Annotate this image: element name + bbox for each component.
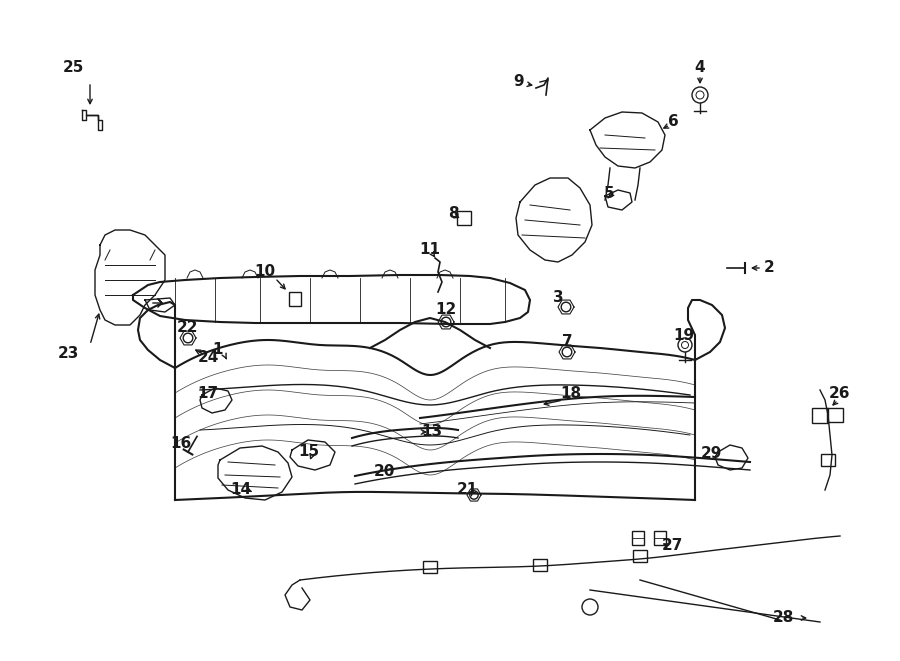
Text: 28: 28 xyxy=(772,611,794,625)
Text: 14: 14 xyxy=(230,481,252,496)
Text: 16: 16 xyxy=(170,436,192,451)
Text: 4: 4 xyxy=(695,61,706,75)
Text: 25: 25 xyxy=(62,61,84,75)
Text: 17: 17 xyxy=(197,385,219,401)
Text: 22: 22 xyxy=(177,321,199,336)
Text: 9: 9 xyxy=(514,75,525,89)
Text: 26: 26 xyxy=(828,385,850,401)
Text: 20: 20 xyxy=(374,463,395,479)
Text: 8: 8 xyxy=(447,206,458,221)
Text: 3: 3 xyxy=(553,290,563,305)
Text: 29: 29 xyxy=(700,446,722,461)
Text: 23: 23 xyxy=(58,346,78,360)
Text: 13: 13 xyxy=(421,424,443,440)
Text: 12: 12 xyxy=(436,303,456,317)
Text: 11: 11 xyxy=(419,243,440,258)
Text: 5: 5 xyxy=(604,186,615,200)
Text: 10: 10 xyxy=(255,264,275,280)
Text: 1: 1 xyxy=(212,342,223,358)
Text: 15: 15 xyxy=(299,444,320,459)
Text: 6: 6 xyxy=(668,114,679,130)
Text: 2: 2 xyxy=(763,260,774,276)
Text: 7: 7 xyxy=(562,334,572,350)
Text: 24: 24 xyxy=(197,350,219,366)
Text: 19: 19 xyxy=(673,329,695,344)
Text: 18: 18 xyxy=(561,385,581,401)
Text: 21: 21 xyxy=(456,483,478,498)
Text: 27: 27 xyxy=(662,539,683,553)
